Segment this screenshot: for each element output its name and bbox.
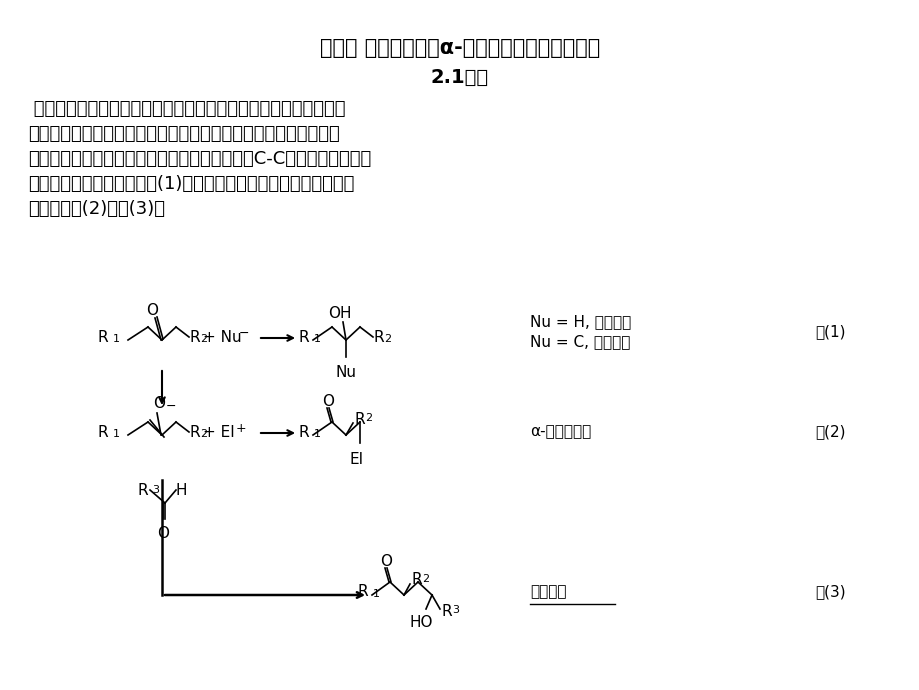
Text: 式(1): 式(1) xyxy=(814,324,845,339)
Text: R: R xyxy=(97,330,108,344)
Text: 2: 2 xyxy=(199,429,207,439)
Text: 剂，反应可在羰基碳上发生；或通过摄取相邻碳上的酸性质子而形: 剂，反应可在羰基碳上发生；或通过摄取相邻碳上的酸性质子而形 xyxy=(28,125,339,143)
Text: +: + xyxy=(236,422,246,435)
Text: 3: 3 xyxy=(152,485,159,495)
Text: 式(3): 式(3) xyxy=(814,584,845,600)
Text: Nu = C, 加成反应: Nu = C, 加成反应 xyxy=(529,335,630,350)
Text: −: − xyxy=(239,326,249,339)
Text: 1: 1 xyxy=(313,429,321,439)
Text: 1: 1 xyxy=(372,589,380,599)
Text: H: H xyxy=(176,482,187,497)
Text: 1: 1 xyxy=(113,334,119,344)
Text: Nu = H, 还原反应: Nu = H, 还原反应 xyxy=(529,315,630,330)
Text: 1: 1 xyxy=(313,334,321,344)
Text: 剂的功能式(2)和式(3)。: 剂的功能式(2)和式(3)。 xyxy=(28,200,165,218)
Text: 2: 2 xyxy=(365,413,371,423)
Text: R: R xyxy=(355,411,365,426)
Text: OH: OH xyxy=(328,306,351,320)
Text: R: R xyxy=(412,573,422,587)
Text: 酮或醛中的羰基在官能团的引入中有多种用途。把羰基用作亲电试: 酮或醛中的羰基在官能团的引入中有多种用途。把羰基用作亲电试 xyxy=(28,100,346,118)
Text: R: R xyxy=(374,330,384,344)
Text: 2: 2 xyxy=(199,334,207,344)
Text: R: R xyxy=(97,424,108,440)
Text: R: R xyxy=(357,584,368,600)
Text: O: O xyxy=(322,393,334,408)
Text: O: O xyxy=(157,526,169,541)
Text: O: O xyxy=(146,302,158,317)
Text: 2.1引言: 2.1引言 xyxy=(430,68,489,87)
Text: −: − xyxy=(165,400,176,413)
Text: R: R xyxy=(137,482,148,497)
Text: 2: 2 xyxy=(383,334,391,344)
Text: HO: HO xyxy=(410,615,433,630)
Text: R: R xyxy=(441,604,452,618)
Text: R: R xyxy=(190,424,200,440)
Text: 它可表现亲电试剂的功能式(1)，或通过它所衍生的烯醇表现亲核试: 它可表现亲电试剂的功能式(1)，或通过它所衍生的烯醇表现亲核试 xyxy=(28,175,354,193)
Text: O: O xyxy=(153,395,165,411)
Text: EI: EI xyxy=(349,452,364,467)
Text: R: R xyxy=(298,330,309,344)
Text: α-烷基化反应: α-烷基化反应 xyxy=(529,424,591,440)
Text: 1: 1 xyxy=(113,429,119,439)
Text: R: R xyxy=(298,424,309,440)
Text: 式(2): 式(2) xyxy=(814,424,845,440)
Text: R: R xyxy=(190,330,200,344)
Text: Nu: Nu xyxy=(335,365,357,380)
Text: 2: 2 xyxy=(422,574,428,584)
Text: + EI: + EI xyxy=(203,424,234,440)
Text: 第二章 羰基化合物的α-烷基化和催化烷基化反应: 第二章 羰基化合物的α-烷基化和催化烷基化反应 xyxy=(320,38,599,58)
Text: + Nu: + Nu xyxy=(203,330,242,344)
Text: O: O xyxy=(380,553,391,569)
Text: 醛醇反应: 醛醇反应 xyxy=(529,584,566,600)
Text: 3: 3 xyxy=(451,605,459,615)
Text: 成烯醇，与亲电试剂进行加成反应。羰基是构建C-C键的首要官能团。: 成烯醇，与亲电试剂进行加成反应。羰基是构建C-C键的首要官能团。 xyxy=(28,150,371,168)
